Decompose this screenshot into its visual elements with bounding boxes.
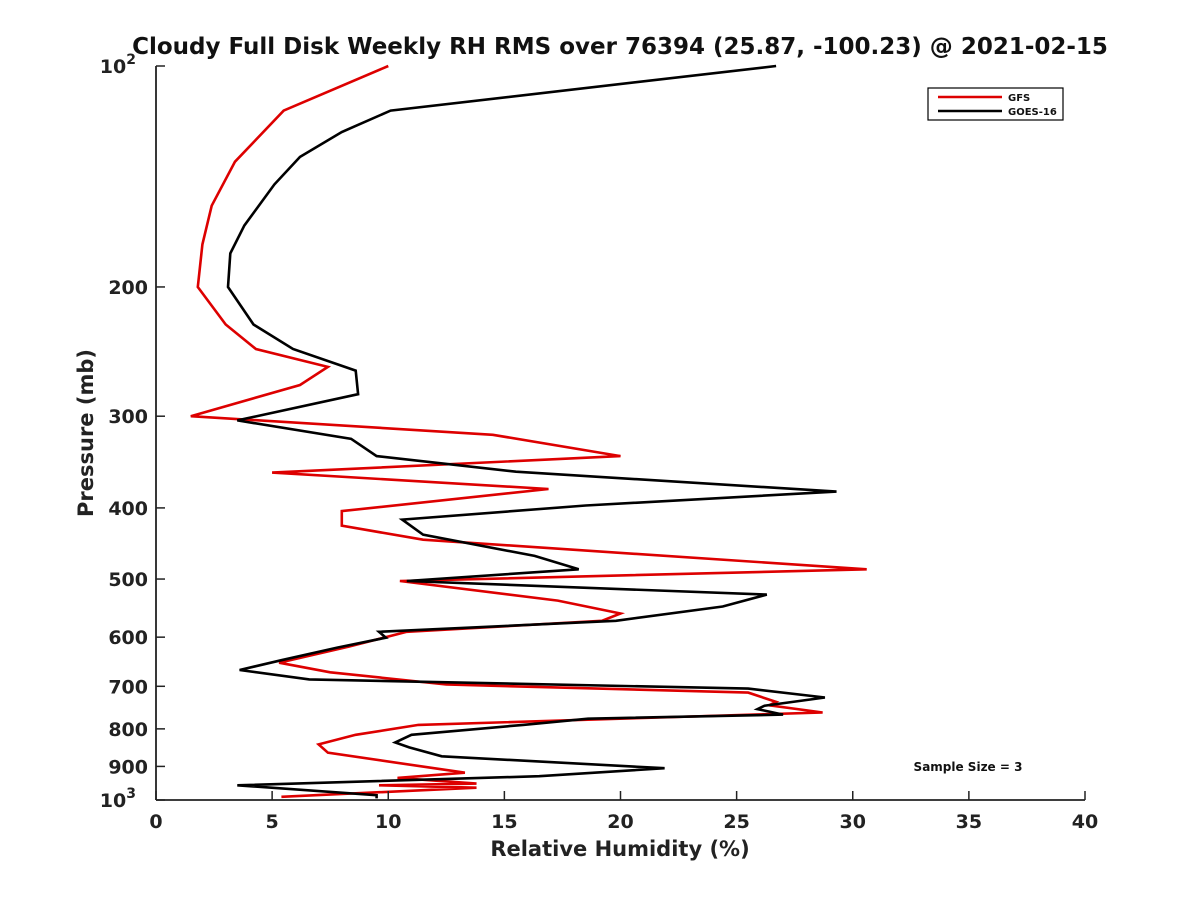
x-axis-label: Relative Humidity (%): [490, 837, 749, 861]
y-tick-label: 800: [108, 719, 148, 741]
x-tick-label: 35: [956, 811, 982, 833]
ticks-layer: 0 5 10 15 20 25 30 35 40 102 200 300 400 500 600 700 800…: [100, 52, 1098, 833]
x-tick-label: 25: [723, 811, 749, 833]
x-tick-label: 20: [607, 811, 633, 833]
y-tick-label: 900: [108, 756, 148, 778]
y-tick-label: 200: [108, 277, 148, 299]
sample-size-annotation: Sample Size = 3: [914, 760, 1023, 774]
x-tick-label: 0: [149, 811, 162, 833]
legend: GFS GOES-16: [927, 87, 1064, 121]
series-line-goes16: [226, 64, 837, 799]
x-tick-label: 10: [375, 811, 401, 833]
legend-box: [927, 87, 1064, 121]
y-axis-label: Pressure (mb): [74, 349, 98, 517]
y-tick-label: 103: [100, 786, 136, 812]
series-layer: [190, 64, 867, 799]
legend-label-gfs: GFS: [1008, 93, 1030, 104]
y-tick-label: 700: [108, 676, 148, 698]
x-tick-label: 15: [491, 811, 517, 833]
y-tick-label: 600: [108, 627, 148, 649]
y-tick-label: 400: [108, 498, 148, 520]
y-tick-label: 102: [100, 52, 136, 78]
chart-title: Cloudy Full Disk Weekly RH RMS over 7639…: [132, 34, 1108, 60]
y-tick-label: 300: [108, 406, 148, 428]
x-tick-label: 30: [840, 811, 866, 833]
legend-label-goes16: GOES-16: [1008, 107, 1057, 118]
y-tick-label: 500: [108, 569, 148, 591]
x-tick-label: 40: [1072, 811, 1098, 833]
series-line-gfs: [190, 64, 867, 799]
x-tick-label: 5: [266, 811, 279, 833]
